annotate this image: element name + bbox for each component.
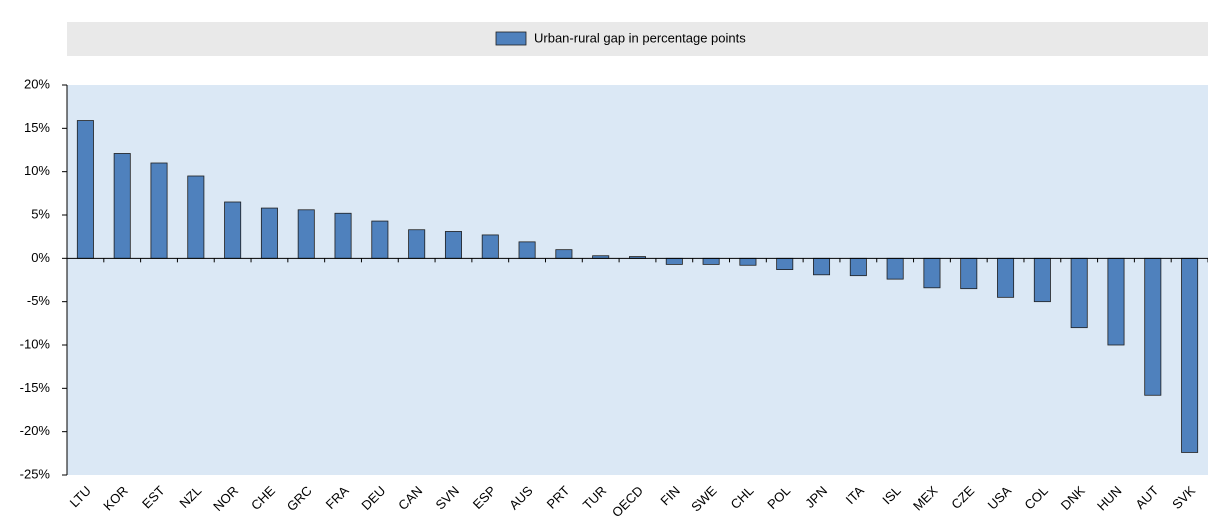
x-tick-label: EST <box>139 483 168 512</box>
x-tick-label: KOR <box>100 483 131 514</box>
bar <box>113 153 131 259</box>
x-tick-label: PRT <box>544 483 573 512</box>
x-tick-label: JPN <box>802 483 830 511</box>
x-tick-label: ESP <box>470 483 499 512</box>
x-tick-label: OECD <box>609 483 646 520</box>
bar <box>150 162 168 259</box>
y-tick-label: -25% <box>20 466 51 481</box>
x-tick-label: FIN <box>657 483 682 508</box>
bar <box>297 209 315 259</box>
bar <box>1181 257 1199 453</box>
x-tick-label: DEU <box>358 483 388 513</box>
x-tick-label: LTU <box>67 483 94 510</box>
x-tick-label: NZL <box>176 483 204 511</box>
bar <box>923 257 941 289</box>
bar <box>1144 257 1162 396</box>
x-tick-label: FRA <box>323 483 352 512</box>
bar <box>334 212 352 259</box>
x-tick-label: DNK <box>1058 483 1088 513</box>
y-tick-label: -5% <box>27 293 51 308</box>
bar <box>1107 257 1125 346</box>
x-tick-label: AUS <box>506 483 536 513</box>
x-tick-label: CAN <box>395 483 425 513</box>
bar <box>187 175 205 259</box>
bar <box>960 257 978 290</box>
x-tick-label: NOR <box>210 483 241 514</box>
bar <box>997 257 1015 298</box>
legend-label: Urban-rural gap in percentage points <box>534 30 746 45</box>
bar <box>76 120 94 259</box>
bar <box>1070 257 1088 329</box>
bar <box>665 257 683 265</box>
bar <box>849 257 867 277</box>
bar <box>481 234 499 259</box>
x-tick-label: CHL <box>727 483 756 512</box>
y-tick-label: 0% <box>31 250 50 265</box>
x-tick-label: CZE <box>948 483 977 512</box>
x-tick-label: GRC <box>284 483 315 514</box>
bar <box>371 220 389 259</box>
x-tick-label: HUN <box>1094 483 1125 514</box>
bar <box>702 257 720 265</box>
x-tick-label: SVN <box>433 483 463 513</box>
x-tick-label: USA <box>985 483 1015 513</box>
plot-background <box>67 85 1208 475</box>
x-tick-label: SVK <box>1169 483 1198 512</box>
bar <box>813 257 831 276</box>
bar <box>408 229 426 259</box>
x-tick-label: POL <box>764 483 793 512</box>
bar <box>1033 257 1051 303</box>
x-tick-label: ITA <box>843 483 867 507</box>
y-tick-label: -20% <box>20 423 51 438</box>
x-tick-label: AUT <box>1132 483 1161 512</box>
bar <box>776 257 794 271</box>
y-tick-label: -10% <box>20 336 51 351</box>
x-tick-label: MEX <box>910 483 941 514</box>
x-tick-label: SWE <box>688 483 720 515</box>
bar <box>260 207 278 259</box>
x-tick-label: ISL <box>879 483 903 507</box>
x-tick-label: COL <box>1021 483 1051 513</box>
bar <box>555 249 573 259</box>
x-tick-label: CHE <box>248 483 278 513</box>
bar <box>886 257 904 280</box>
bar <box>518 241 536 259</box>
y-tick-label: 10% <box>24 163 50 178</box>
y-tick-label: -15% <box>20 380 51 395</box>
legend-swatch <box>495 31 527 46</box>
legend-background <box>67 22 1208 56</box>
y-tick-label: 5% <box>31 206 50 221</box>
y-tick-label: 15% <box>24 120 50 135</box>
bar <box>444 231 462 259</box>
bar <box>224 201 242 259</box>
bar <box>739 257 757 266</box>
x-tick-label: TUR <box>580 483 609 512</box>
y-tick-label: 20% <box>24 76 50 91</box>
